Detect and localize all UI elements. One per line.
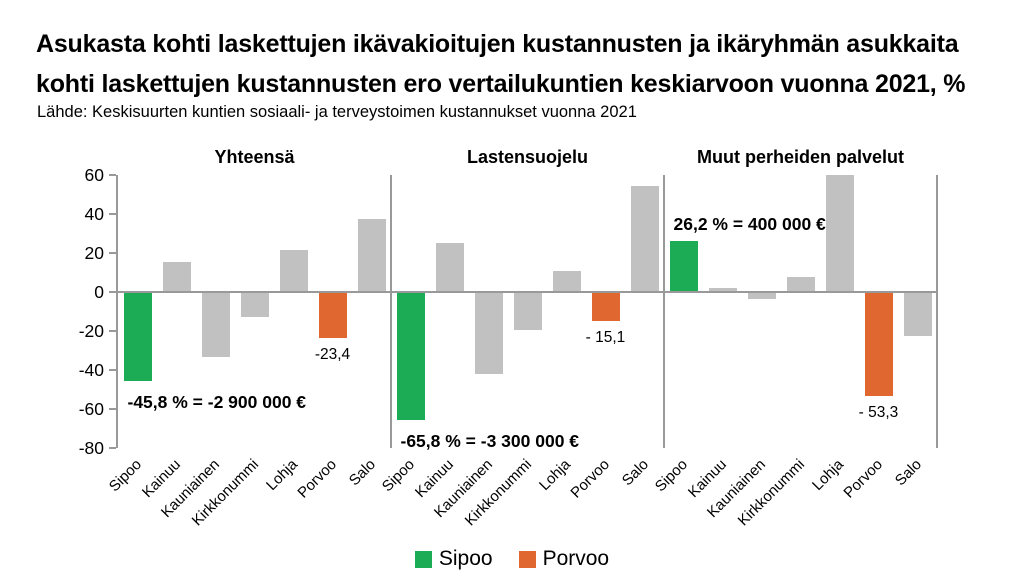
- bar-muut-perheiden-palvelut-kauniainen: [747, 292, 776, 299]
- bar-lastensuojelu-porvoo: [591, 292, 620, 322]
- panel-title: Yhteensä: [214, 147, 295, 167]
- bar-yhteens--kainuu: [162, 261, 191, 292]
- bar-lastensuojelu-kauniainen: [474, 292, 503, 374]
- bar-lastensuojelu-salo: [630, 185, 659, 292]
- panel-separator: [390, 175, 392, 448]
- y-tick-mark: [109, 369, 116, 371]
- bar-muut-perheiden-palvelut-kirkkonummi: [786, 277, 815, 292]
- y-tick-label: 40: [84, 204, 104, 224]
- y-tick-mark: [109, 408, 116, 410]
- chart-title-line2: kohti laskettujen kustannusten ero verta…: [36, 70, 966, 98]
- bar-yhteens--salo: [357, 218, 386, 292]
- bar-annotation: - 53,3: [858, 403, 899, 421]
- bar-muut-perheiden-palvelut-lohja: [825, 175, 854, 292]
- y-tick-label: 60: [84, 165, 104, 185]
- bar-yhteens--lohja: [279, 250, 308, 292]
- zero-line: [118, 291, 937, 293]
- bar-yhteens--kirkkonummi: [240, 292, 269, 318]
- bar-annotation: -23,4: [314, 345, 351, 363]
- y-tick-mark: [109, 291, 116, 293]
- panel-separator: [936, 175, 938, 448]
- y-tick-mark: [109, 213, 116, 215]
- bar-lastensuojelu-kainuu: [435, 243, 464, 292]
- legend: Sipoo Porvoo: [0, 547, 1024, 571]
- y-tick-mark: [109, 330, 116, 332]
- bar-lastensuojelu-sipoo: [396, 292, 425, 421]
- bar-muut-perheiden-palvelut-porvoo: [864, 292, 893, 396]
- y-tick-label: -80: [78, 438, 104, 458]
- bar-annotation: -45,8 % = -2 900 000 €: [127, 392, 307, 413]
- bar-yhteens--porvoo: [318, 292, 347, 338]
- y-tick-mark: [109, 252, 116, 254]
- y-tick-mark: [109, 447, 116, 449]
- bar-annotation: 26,2 % = 400 000 €: [673, 213, 826, 234]
- legend-swatch-porvoo: [518, 550, 536, 568]
- legend-swatch-sipoo: [414, 550, 432, 568]
- legend-label-sipoo: Sipoo: [438, 547, 493, 570]
- y-axis-line: [116, 175, 118, 448]
- y-tick-label: 20: [84, 243, 104, 263]
- bar-lastensuojelu-kirkkonummi: [513, 292, 542, 331]
- panel-separator: [663, 175, 665, 448]
- bar-lastensuojelu-lohja: [552, 270, 581, 292]
- chart-title-line1: Asukasta kohti laskettujen ikävakioituje…: [36, 30, 959, 58]
- y-tick-label: 0: [94, 282, 104, 302]
- panel-title: Lastensuojelu: [466, 147, 589, 167]
- bar-muut-perheiden-palvelut-sipoo: [669, 240, 698, 292]
- legend-item-sipoo: Sipoo: [414, 547, 493, 571]
- bar-annotation: - 15,1: [585, 329, 626, 347]
- legend-item-porvoo: Porvoo: [518, 547, 610, 571]
- chart-source-note: Lähde: Keskisuurten kuntien sosiaali- ja…: [37, 103, 637, 121]
- legend-label-porvoo: Porvoo: [542, 547, 610, 570]
- bar-yhteens--sipoo: [123, 292, 152, 382]
- y-tick-mark: [109, 174, 116, 176]
- chart-title: Asukasta kohti laskettujen ikävakioituje…: [36, 24, 1001, 104]
- bar-yhteens--kauniainen: [201, 292, 230, 358]
- panel-title: Muut perheiden palvelut: [696, 147, 905, 167]
- y-tick-label: -20: [78, 321, 104, 341]
- bar-muut-perheiden-palvelut-kainuu: [708, 288, 737, 292]
- bar-annotation: -65,8 % = -3 300 000 €: [400, 431, 580, 452]
- bar-muut-perheiden-palvelut-salo: [903, 292, 932, 336]
- y-tick-label: -40: [78, 360, 104, 380]
- y-tick-label: -60: [78, 399, 104, 419]
